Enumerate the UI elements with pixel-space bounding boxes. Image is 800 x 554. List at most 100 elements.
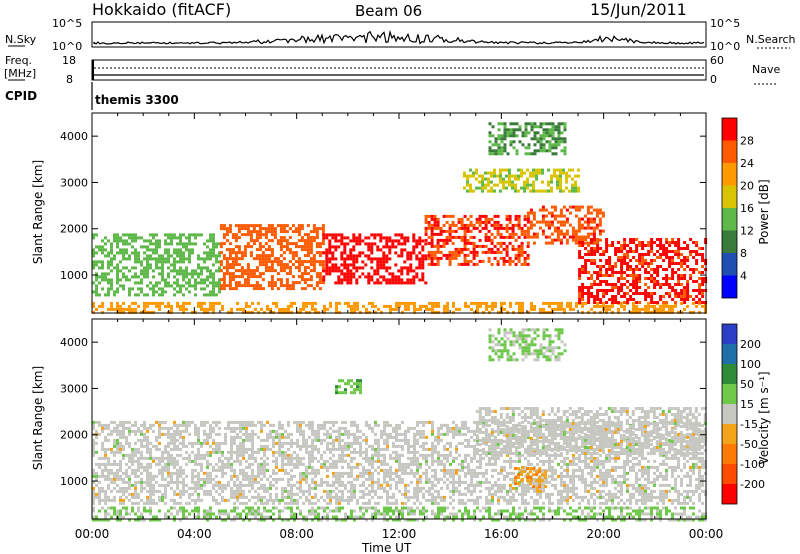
velocity-ylabel: Slant Range [km]	[31, 366, 45, 470]
colorbar-swatch	[722, 163, 737, 186]
x-tick-label: 16:00	[484, 527, 519, 541]
nave-tick-top: 60	[710, 54, 724, 67]
power-band-1	[92, 233, 221, 297]
colorbar-swatch	[722, 230, 737, 253]
nsearch-label: N.Search	[746, 33, 796, 46]
colorbar-swatch	[722, 484, 737, 504]
velocity-colorbar-label: Velocity [m s⁻¹]	[757, 371, 771, 464]
x-tick-label: 00:00	[75, 527, 110, 541]
colorbar-swatch	[722, 324, 737, 344]
cpid-label: CPID	[5, 89, 37, 103]
cpid-value: themis 3300	[95, 93, 179, 107]
freq-unit-label: [MHz]	[4, 67, 36, 80]
freq-tick-bottom: 8	[66, 73, 73, 86]
beam-title: Beam 06	[355, 2, 422, 20]
velocity-colorbar: 200 100 50 15 -15 -50 -100 -200	[721, 323, 765, 505]
power-band-3	[322, 233, 428, 285]
x-tick-label: 20:00	[586, 527, 621, 541]
colorbar-tick-label: 200	[740, 338, 761, 351]
colorbar-tick-label: 8	[740, 247, 747, 260]
nave-tick-bottom: 0	[710, 73, 717, 86]
velocity-heatmap-cells	[92, 328, 707, 522]
velocity-band-2	[475, 407, 707, 455]
colorbar-swatch	[722, 344, 737, 364]
colorbar-tick-label: 16	[740, 202, 754, 215]
nsearch-tick-bottom: 10^0	[710, 40, 740, 53]
power-heatmap-cells	[92, 122, 708, 314]
velocity-panel: 1000 2000 3000 4000 Slant Range [km]	[31, 318, 707, 522]
nsky-tick-bottom: 10^0	[52, 40, 82, 53]
y-tick-label: 3000	[60, 176, 88, 189]
velocity-band-0	[92, 506, 707, 522]
colorbar-swatch	[722, 140, 737, 163]
colorbar-swatch	[722, 118, 737, 141]
nsky-trace	[93, 29, 705, 45]
colorbar-tick-label: -100	[740, 458, 765, 471]
nave-label: Nave	[752, 63, 780, 76]
x-tick-label: 00:00	[689, 527, 724, 541]
power-panel: 1000 2000 3000 4000 Slant Range [km]	[31, 112, 708, 314]
power-colorbar: 4 8 12 16 20 24 28	[721, 117, 754, 299]
colorbar-swatch	[722, 275, 737, 298]
power-band-6	[578, 238, 708, 304]
colorbar-swatch	[722, 404, 737, 424]
power-band-0	[92, 301, 707, 314]
colorbar-tick-label: 20	[740, 180, 754, 193]
y-tick-label: 1000	[60, 475, 88, 488]
nsky-panel: N.Sky 10^5 10^0 10^5 10^0 N.Search	[5, 17, 796, 53]
colorbar-tick-label: 15	[740, 398, 754, 411]
colorbar-swatch	[722, 364, 737, 384]
freq-panel: Freq. [MHz] 18 8 60 0 Nave	[4, 54, 780, 86]
date-title: 15/Jun/2011	[590, 0, 687, 19]
colorbar-swatch	[722, 464, 737, 484]
nsky-tick-top: 10^5	[52, 17, 82, 30]
colorbar-swatch	[722, 208, 737, 231]
velocity-y-axis: 1000 2000 3000 4000	[60, 336, 706, 488]
colorbar-swatch	[722, 424, 737, 444]
colorbar-tick-label: -200	[740, 478, 765, 491]
power-ylabel: Slant Range [km]	[31, 160, 45, 264]
colorbar-swatch	[722, 444, 737, 464]
colorbar-tick-label: 100	[740, 358, 761, 371]
colorbar-tick-label: 28	[740, 135, 754, 148]
y-tick-label: 3000	[60, 382, 88, 395]
x-tick-labels: 00:00 04:00 08:00 12:00 16:00 20:00 00:00	[75, 527, 724, 541]
y-tick-label: 2000	[60, 429, 88, 442]
velocity-x-ticks	[91, 319, 707, 519]
colorbar-tick-label: -15	[740, 418, 758, 431]
colorbar-tick-label: 24	[740, 157, 754, 170]
power-band-2	[219, 224, 325, 291]
power-x-ticks	[91, 113, 707, 313]
x-tick-label: 12:00	[382, 527, 417, 541]
power-band-4	[424, 214, 530, 266]
nsky-label: N.Sky	[5, 33, 37, 46]
velocity-band-5	[335, 379, 362, 395]
power-band-5	[526, 205, 605, 245]
freq-tick-top: 18	[62, 54, 76, 67]
cpid-row: CPID themis 3300	[5, 82, 179, 110]
station-title: Hokkaido (fitACF)	[92, 0, 231, 19]
colorbar-swatch	[722, 185, 737, 208]
velocity-band-3	[514, 467, 548, 489]
freq-label: Freq.	[5, 54, 32, 67]
power-colorbar-label: Power [dB]	[757, 179, 771, 244]
power-band-7	[488, 122, 567, 156]
x-tick-label: 04:00	[177, 527, 212, 541]
power-y-axis: 1000 2000 3000 4000	[60, 130, 706, 282]
velocity-band-4	[488, 328, 567, 362]
nsearch-tick-top: 10^5	[710, 17, 740, 30]
colorbar-swatch	[722, 253, 737, 276]
colorbar-tick-label: 50	[740, 378, 754, 391]
colorbar-tick-label: 4	[740, 270, 747, 283]
colorbar-tick-label: 12	[740, 225, 754, 238]
y-tick-label: 4000	[60, 130, 88, 143]
colorbar-tick-label: -50	[740, 438, 758, 451]
y-tick-label: 4000	[60, 336, 88, 349]
x-axis-label: Time UT	[361, 541, 412, 554]
y-tick-label: 1000	[60, 269, 88, 282]
x-tick-label: 08:00	[279, 527, 314, 541]
colorbar-swatch	[722, 384, 737, 404]
power-band-8	[463, 168, 580, 193]
y-tick-label: 2000	[60, 223, 88, 236]
